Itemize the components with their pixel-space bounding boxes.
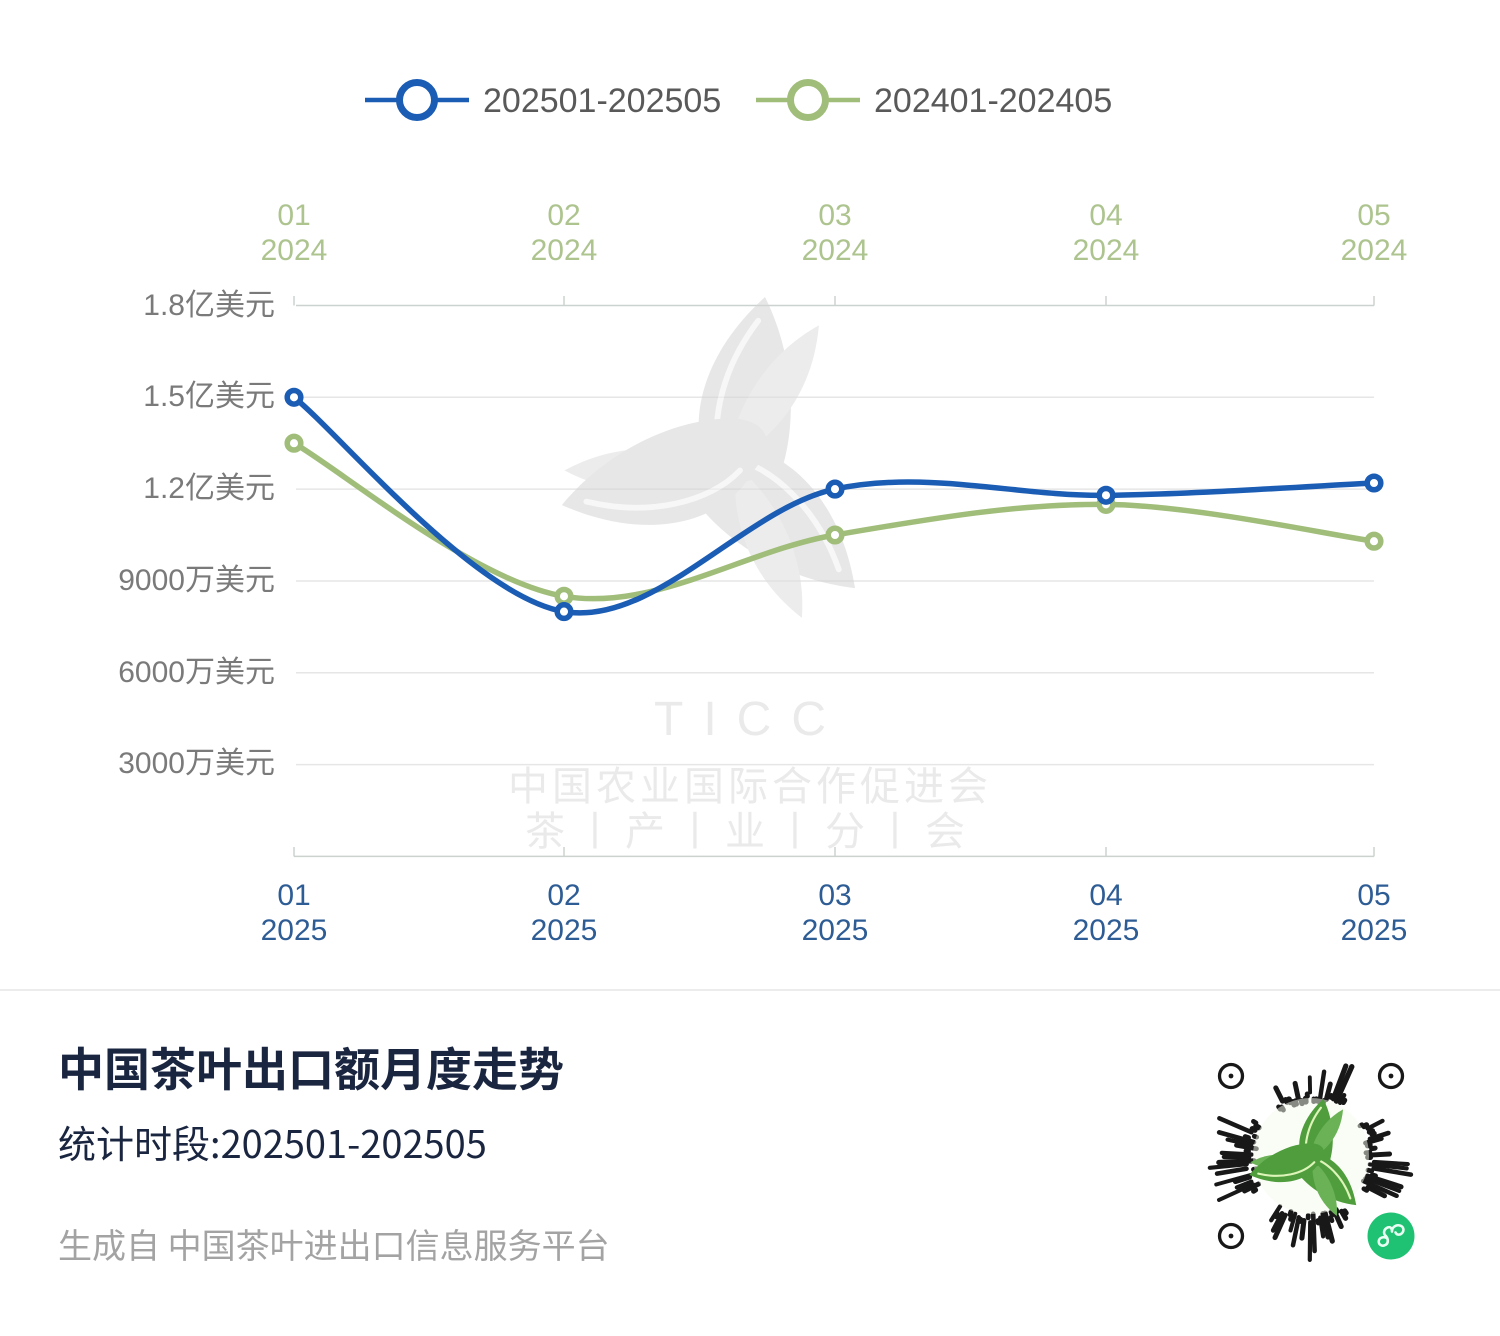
svg-text:01: 01 <box>277 879 310 912</box>
svg-text:2025: 2025 <box>261 914 328 947</box>
svg-text:202501-202505: 202501-202505 <box>483 82 721 120</box>
svg-text:04: 04 <box>1089 199 1122 232</box>
svg-text:统计时段:202501-202505: 统计时段:202501-202505 <box>58 1114 487 1169</box>
svg-text:05: 05 <box>1357 879 1390 912</box>
svg-text:2024: 2024 <box>531 234 598 267</box>
svg-text:05: 05 <box>1357 199 1390 232</box>
svg-text:04: 04 <box>1089 879 1122 912</box>
svg-text:2025: 2025 <box>1073 914 1140 947</box>
svg-text:1.2亿美元: 1.2亿美元 <box>143 472 275 505</box>
svg-text:6000万美元: 6000万美元 <box>118 656 275 689</box>
svg-text:03: 03 <box>818 879 851 912</box>
svg-text:202401-202405: 202401-202405 <box>874 82 1112 120</box>
svg-text:2024: 2024 <box>802 234 869 267</box>
svg-text:中国茶叶出口额月度走势: 中国茶叶出口额月度走势 <box>58 1034 564 1100</box>
svg-text:生成自 中国茶叶进出口信息服务平台: 生成自 中国茶叶进出口信息服务平台 <box>58 1219 610 1268</box>
svg-text:2025: 2025 <box>1341 914 1408 947</box>
svg-text:03: 03 <box>818 199 851 232</box>
svg-text:2025: 2025 <box>531 914 598 947</box>
svg-text:01: 01 <box>277 199 310 232</box>
svg-text:02: 02 <box>547 879 580 912</box>
svg-text:2024: 2024 <box>261 234 328 267</box>
svg-text:9000万美元: 9000万美元 <box>118 564 275 597</box>
svg-text:2024: 2024 <box>1073 234 1140 267</box>
svg-text:3000万美元: 3000万美元 <box>118 747 275 780</box>
svg-text:2024: 2024 <box>1341 234 1408 267</box>
svg-text:TICC: TICC <box>654 693 846 746</box>
svg-text:2025: 2025 <box>802 914 869 947</box>
svg-text:1.8亿美元: 1.8亿美元 <box>143 289 275 322</box>
svg-text:02: 02 <box>547 199 580 232</box>
svg-text:1.5亿美元: 1.5亿美元 <box>143 380 275 413</box>
svg-text:茶丨产丨业丨分丨会: 茶丨产丨业丨分丨会 <box>525 799 975 857</box>
